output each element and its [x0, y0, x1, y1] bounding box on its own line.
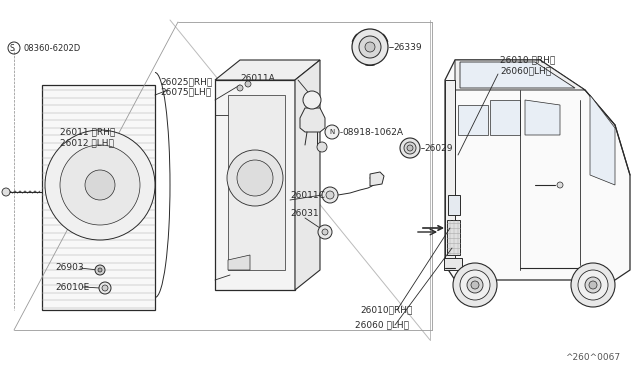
Polygon shape	[445, 80, 455, 265]
Circle shape	[557, 182, 563, 188]
Circle shape	[585, 277, 601, 293]
Circle shape	[98, 268, 102, 272]
Polygon shape	[295, 60, 320, 290]
Circle shape	[303, 91, 321, 109]
Circle shape	[237, 160, 273, 196]
Circle shape	[589, 281, 597, 289]
Circle shape	[85, 170, 115, 200]
Text: 26339: 26339	[393, 42, 422, 51]
Circle shape	[60, 145, 140, 225]
Circle shape	[102, 285, 108, 291]
Text: 26012 〈LH〉: 26012 〈LH〉	[60, 138, 114, 148]
Text: ^260^0067: ^260^0067	[565, 353, 620, 362]
Polygon shape	[445, 60, 630, 280]
Circle shape	[322, 187, 338, 203]
Text: 26010 〈RH〉: 26010 〈RH〉	[500, 55, 556, 64]
Text: 26011 〈RH〉: 26011 〈RH〉	[60, 128, 115, 137]
Circle shape	[2, 188, 10, 196]
Circle shape	[95, 265, 105, 275]
Polygon shape	[490, 100, 520, 135]
Polygon shape	[444, 258, 462, 270]
Circle shape	[352, 29, 388, 65]
Circle shape	[404, 142, 416, 154]
Circle shape	[400, 138, 420, 158]
Circle shape	[227, 150, 283, 206]
Polygon shape	[447, 220, 460, 255]
Circle shape	[99, 282, 111, 294]
Circle shape	[245, 81, 251, 87]
Polygon shape	[370, 172, 384, 186]
Circle shape	[460, 270, 490, 300]
Text: 26031: 26031	[290, 208, 319, 218]
Circle shape	[325, 125, 339, 139]
Circle shape	[571, 263, 615, 307]
Circle shape	[407, 145, 413, 151]
Text: 26011C: 26011C	[290, 190, 325, 199]
Text: 26060 〈LH〉: 26060 〈LH〉	[355, 321, 409, 330]
Circle shape	[359, 36, 381, 58]
Circle shape	[45, 130, 155, 240]
Text: 26060〈LH〉: 26060〈LH〉	[500, 67, 551, 76]
Text: 26025〈RH〉: 26025〈RH〉	[160, 77, 212, 87]
Circle shape	[326, 191, 334, 199]
Polygon shape	[300, 108, 325, 132]
Circle shape	[578, 270, 608, 300]
Text: N: N	[330, 129, 335, 135]
Circle shape	[365, 42, 375, 52]
Text: 08360-6202D: 08360-6202D	[23, 44, 80, 52]
Text: 26010〈RH〉: 26010〈RH〉	[360, 305, 412, 314]
Polygon shape	[215, 80, 295, 290]
Polygon shape	[525, 100, 560, 135]
Polygon shape	[455, 60, 585, 90]
Text: 08918-1062A: 08918-1062A	[342, 128, 403, 137]
Circle shape	[467, 277, 483, 293]
Text: 26075〈LH〉: 26075〈LH〉	[160, 87, 211, 96]
Polygon shape	[590, 95, 615, 185]
Text: 26010E: 26010E	[55, 282, 89, 292]
Text: 26029: 26029	[424, 144, 452, 153]
Polygon shape	[215, 60, 320, 80]
Polygon shape	[458, 105, 488, 135]
Polygon shape	[460, 62, 575, 88]
Text: 26011A: 26011A	[240, 74, 275, 83]
Polygon shape	[448, 195, 460, 215]
Circle shape	[322, 229, 328, 235]
Polygon shape	[42, 85, 155, 310]
Circle shape	[317, 142, 327, 152]
Text: 26903: 26903	[55, 263, 84, 273]
Polygon shape	[228, 255, 250, 270]
Circle shape	[471, 281, 479, 289]
Circle shape	[237, 85, 243, 91]
Circle shape	[318, 225, 332, 239]
Text: S: S	[10, 44, 14, 52]
Polygon shape	[228, 95, 285, 270]
Circle shape	[453, 263, 497, 307]
